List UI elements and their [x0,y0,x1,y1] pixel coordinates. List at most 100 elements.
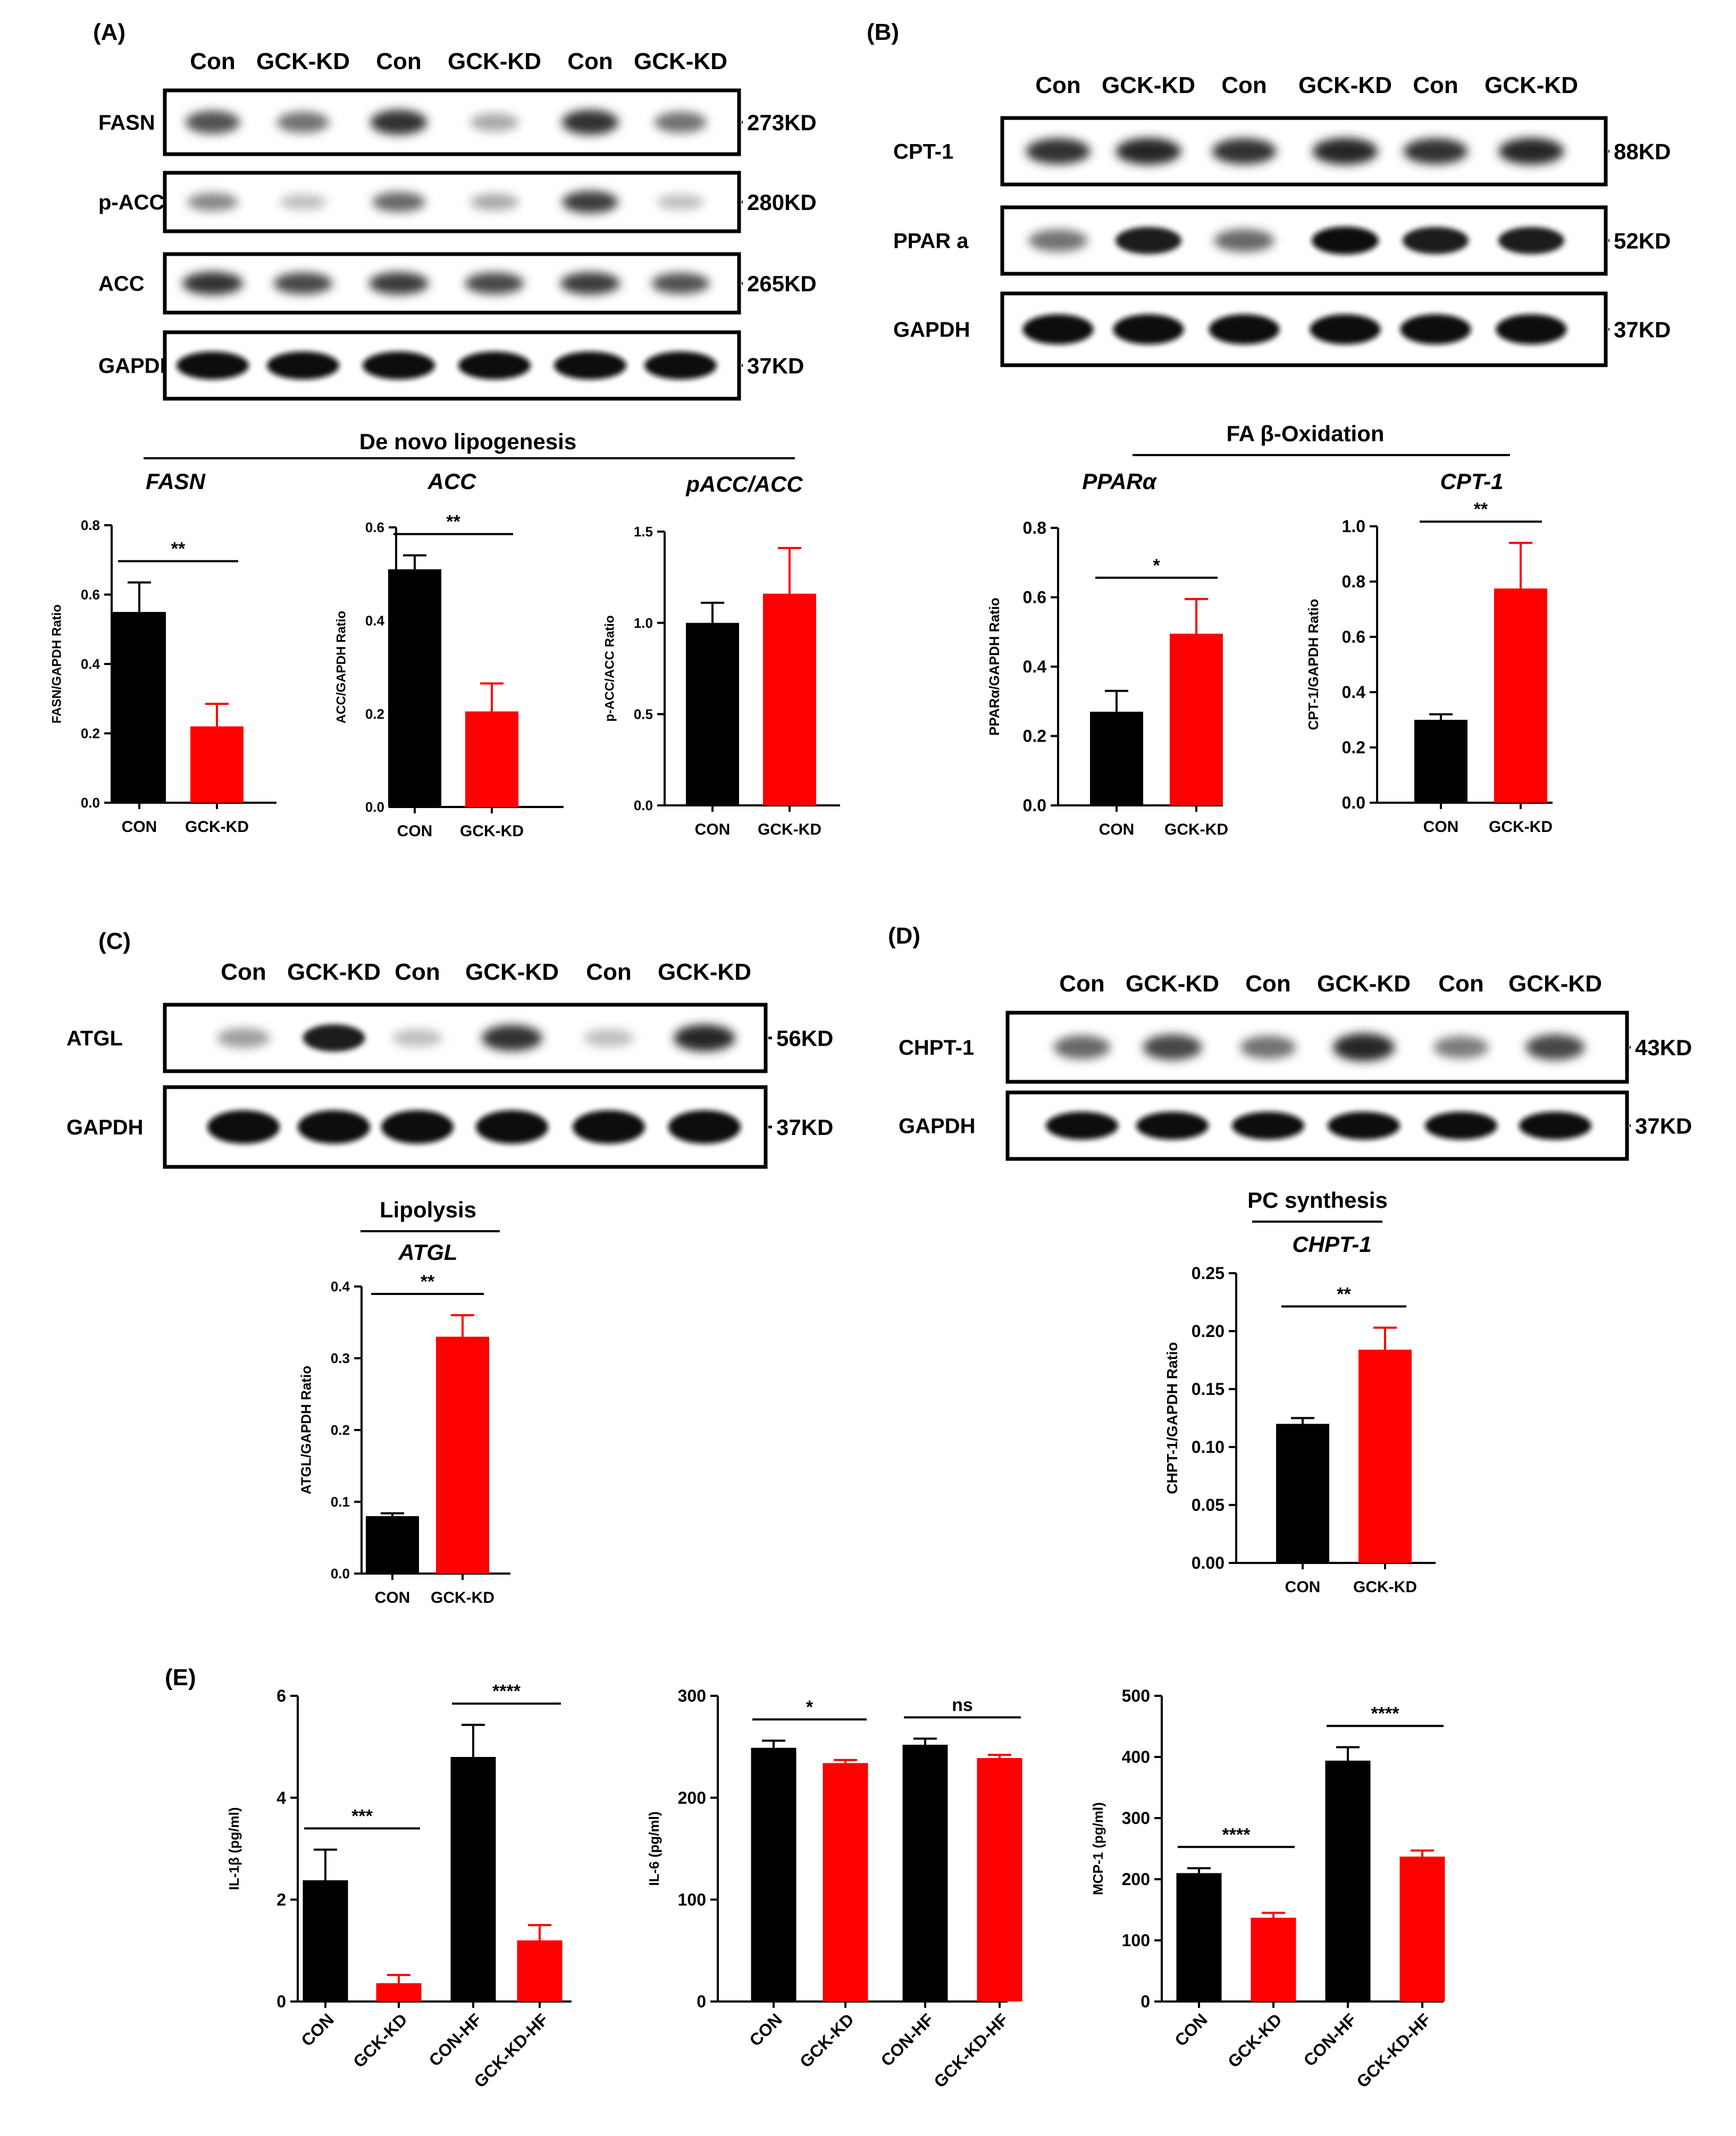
significance-label: * [1153,556,1160,576]
blot-frame [163,88,741,156]
chart-acc: ACC 0.0 0.2 0.4 0.6 ACC/GAPDH Ratio CON GCK-KD *… [334,469,564,840]
lane-label: GCK-KD [287,959,381,985]
group-title-oxidation: FA β-Oxidation [1226,421,1384,446]
x-tick-label: GCK-KD [431,1589,494,1607]
bar [1176,1873,1222,2002]
molecular-weight-label: 88KD [1614,139,1671,164]
significance-label: **** [1222,1824,1251,1845]
blot-protein-label: CHPT-1 [899,1036,974,1059]
bar [1090,711,1143,805]
x-tick-label: CON [1171,2009,1211,2050]
blot-band [182,272,243,295]
y-tick-label: 0.1 [331,1494,350,1510]
y-tick-label: 0.4 [331,1279,350,1294]
blot-band [1519,1112,1592,1140]
lane-label: GCK-KD [1102,72,1195,98]
y-tick-label: 500 [1122,1686,1150,1705]
x-tick-label: GCK-KD [460,822,524,840]
blot-band [668,1110,741,1144]
bar [1358,1349,1412,1563]
significance-label: ** [421,1272,435,1292]
y-tick-label: 0.2 [331,1422,350,1438]
blot-band [303,1024,365,1052]
y-tick-label: 0.2 [81,726,100,742]
blot-band [1045,1112,1119,1140]
y-axis-label: FASN/GAPDH Ratio [49,604,64,724]
blot-frame [163,1085,768,1169]
blot-band [572,1110,645,1144]
lane-label: Con [190,48,236,74]
blot-protein-label: GAPDH [66,1116,143,1139]
x-tick-label: GCK-KD-HF [1353,2009,1435,2091]
blot-band [654,111,707,133]
y-tick-label: 1.0 [1342,517,1365,536]
bar [902,1745,948,2002]
y-axis-label: ATGL/GAPDH Ratio [298,1366,314,1494]
x-tick-label: GCK-KD [1224,2009,1286,2071]
lane-label: Con [1438,971,1484,997]
x-tick-label: GCK-KD [1489,818,1553,836]
blot-band [1231,1112,1305,1140]
blot-frame [163,330,741,401]
blot-band [475,1110,549,1144]
blot-protein-label: PPAR a [893,230,969,253]
panel-label-b: (B) [867,19,899,45]
y-tick-label: 300 [1122,1809,1150,1828]
panel-label-a: (A) [93,19,125,45]
y-axis-label: MCP-1 (pg/ml) [1090,1802,1106,1895]
blot-band [1312,226,1379,255]
blot-band [1115,226,1182,255]
y-tick-label: 0.10 [1192,1437,1225,1457]
bar [113,612,166,803]
y-tick-label: 0.00 [1192,1553,1225,1572]
bar [1494,588,1547,803]
lane-label: GCK-KD [465,959,559,985]
y-tick-label: 0.15 [1192,1380,1225,1399]
chart-title: CHPT-1 [1292,1232,1371,1257]
y-axis-label: PPARα/GAPDH Ratio [986,598,1002,736]
y-tick-label: 0.20 [1192,1322,1225,1341]
x-tick-label: CON [695,821,731,838]
blot-band [297,1110,371,1144]
blot-band [1498,226,1565,255]
x-tick-label: CON [1285,1578,1321,1596]
x-tick-label: GCK-KD [185,818,249,836]
blot-band [368,272,429,295]
y-tick-label: 2 [276,1890,286,1910]
x-tick-label: CON [375,1589,410,1607]
chart-title: CPT-1 [1440,469,1503,494]
y-tick-label: 0.0 [1342,793,1365,812]
bar [1251,1918,1296,2002]
blot-band [553,351,627,380]
blot-band [381,1110,454,1144]
bar [303,1880,348,2002]
y-tick-label: 400 [1122,1747,1150,1767]
chart-il6: 0 100 200 300 IL-6 (pg/ml) CON GCK-KD CON-HFGCK… [646,1686,1022,2091]
blot-band [470,194,519,211]
y-tick-label: 0.5 [634,706,653,722]
group-title-pc-synthesis: PC synthesis [1247,1188,1388,1213]
molecular-weight-label: 273KD [747,110,817,135]
blot-band [1214,229,1274,253]
y-tick-label: 0.6 [1023,588,1046,607]
panel-label-e: (E) [165,1664,196,1691]
y-tick-label: 0.6 [81,587,100,603]
chart-title: ACC [427,469,477,494]
y-tick-label: 0.05 [1192,1495,1225,1515]
blot-band [217,1028,270,1048]
y-tick-label: 0.0 [634,797,653,813]
y-tick-label: 6 [276,1686,286,1705]
chart-chpt1: CHPT-1 0.00 0.05 0.10 0.15 0.20 0.25 CHPT-1/GAP… [1164,1232,1436,1596]
y-tick-label: 0.8 [1023,518,1046,537]
bar [1414,720,1467,803]
y-tick-label: 100 [678,1890,706,1910]
x-tick-label: CON [1099,821,1135,838]
blot-frame [1000,116,1608,187]
x-tick-label: CON [122,818,157,836]
blot-band [279,194,327,210]
bar [1325,1760,1371,2002]
y-axis-label: ACC/GAPDH Ratio [334,611,348,724]
blot-band [1312,138,1378,165]
y-tick-label: 4 [276,1788,286,1807]
y-tick-label: 0.0 [1023,796,1046,815]
